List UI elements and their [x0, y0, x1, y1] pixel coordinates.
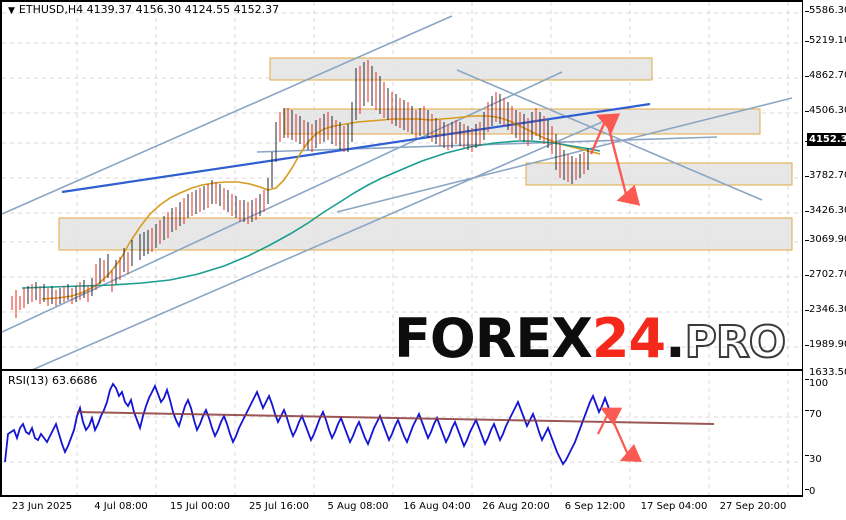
pane-separator [0, 369, 803, 371]
price-tick-label: 4862.70 [809, 70, 846, 81]
rising-channel-mid [31, 121, 603, 370]
rsi-forecast-arrows [597, 407, 643, 463]
price-tick-label: 1633.50 [809, 367, 846, 378]
rsi-header: RSI(13) 63.6686 [8, 374, 98, 387]
current-price-label: 4152.37 [807, 133, 846, 146]
price-forecast-arrows [589, 113, 641, 206]
rsi-grid [2, 372, 802, 495]
price-tick-label: 2346.30 [809, 304, 846, 315]
price-tick-label: 3426.30 [809, 205, 846, 216]
symbol-header: ▼ ETHUSD,H4 4139.37 4156.30 4124.55 4152.… [8, 3, 279, 16]
time-tick-label: 16 Aug 04:00 [403, 501, 471, 512]
symbol-header-text: ETHUSD,H4 4139.37 4156.30 4124.55 4152.3… [18, 3, 280, 16]
rsi-line [4, 382, 615, 466]
blue-support-trendline [61, 102, 651, 194]
ma-slow-line [21, 140, 601, 289]
caret-down-icon[interactable]: ▼ [8, 6, 15, 16]
watermark-forex: FOREX [394, 307, 593, 370]
major-demand-zone [58, 217, 793, 251]
price-chart-svg [2, 2, 802, 370]
lower-support-zone [525, 162, 793, 186]
time-tick-label: 5 Aug 08:00 [327, 501, 389, 512]
rising-channel-upper [2, 15, 453, 215]
rsi-forecast-down-arrow [608, 413, 643, 463]
time-tick-label: 26 Aug 20:00 [482, 501, 550, 512]
supply-demand-zones [58, 57, 793, 251]
price-axis[interactable]: 5586.30 5219.10 4862.70 4506.30 4152.37 … [805, 0, 846, 497]
price-pane[interactable]: FOREX24.PRO [2, 2, 802, 370]
forecast-up-arrow [589, 113, 621, 155]
time-tick-label: 15 Jul 00:00 [170, 501, 230, 512]
brand-watermark: FOREX24.PRO [394, 312, 788, 368]
price-tick-label: 5586.30 [809, 5, 846, 16]
time-tick-label: 23 Jun 2025 [11, 501, 73, 512]
price-tick-label: 3782.70 [809, 170, 846, 181]
watermark-pro: PRO [684, 317, 788, 368]
watermark-dot: . [665, 307, 685, 370]
rsi-tick-label: 0 [809, 486, 816, 497]
time-axis[interactable]: 23 Jun 2025 4 Jul 08:00 15 Jul 00:00 25 … [0, 499, 846, 520]
rsi-tick-label: 100 [809, 378, 829, 389]
price-tick-label: 4506.30 [809, 105, 846, 116]
rising-channel-lower [2, 71, 563, 333]
time-tick-label: 6 Sep 12:00 [564, 501, 626, 512]
time-tick-label: 27 Sep 20:00 [719, 501, 787, 512]
price-tick-label: 5219.10 [809, 35, 846, 46]
time-tick-label: 17 Sep 04:00 [640, 501, 708, 512]
time-tick-label: 4 Jul 08:00 [94, 501, 148, 512]
price-tick-label: 1989.90 [809, 339, 846, 350]
ma-fast-line [41, 115, 601, 300]
rsi-pane[interactable] [2, 372, 802, 495]
rsi-forecast-up-arrow [597, 407, 623, 435]
price-tick-label: 2702.70 [809, 269, 846, 280]
price-tick-label: 3069.90 [809, 234, 846, 245]
forecast-down-arrow [605, 120, 641, 206]
candlestick-series [11, 60, 589, 318]
rsi-descending-trendline [76, 411, 715, 425]
rsi-chart-svg [2, 372, 802, 495]
watermark-24: 24 [591, 307, 666, 370]
chart-frame [0, 0, 803, 497]
time-tick-label: 25 Jul 16:00 [249, 501, 309, 512]
upper-resistance-zone [269, 57, 653, 81]
rsi-tick-label: 70 [809, 409, 822, 420]
rsi-tick-label: 30 [809, 454, 822, 465]
